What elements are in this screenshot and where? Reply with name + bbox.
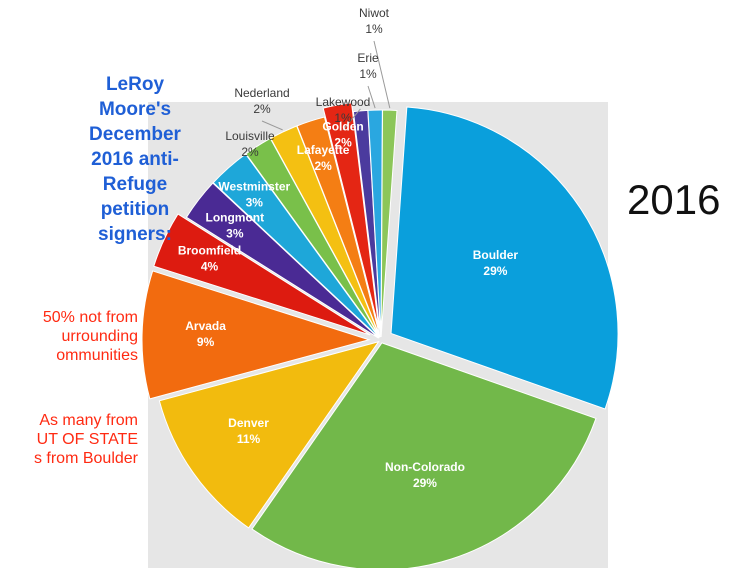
slice-label-golden: Golden [322, 119, 363, 133]
pie-slice-denver [158, 340, 380, 529]
slice-label-louisville: Louisville [225, 129, 275, 143]
leader-lines [261, 40, 391, 131]
slice-percent-arvada: 9% [197, 335, 215, 349]
slice-percent-non-colorado: 29% [413, 476, 437, 490]
pie-slices [141, 102, 619, 568]
slice-percent-erie: 1% [359, 67, 377, 81]
slice-label-broomfield: Broomfield [178, 243, 241, 257]
slice-percent-longmont: 3% [226, 226, 244, 240]
slice-label-lakewood: Lakewood [316, 95, 371, 109]
slice-percent-lakewood: 1% [334, 111, 352, 125]
pie-slice-broomfield [153, 213, 371, 336]
slice-label-arvada: Arvada [185, 319, 226, 333]
slice-label-nederland: Nederland [234, 86, 289, 100]
leader-line-lakewood [342, 108, 361, 131]
slice-percent-boulder: 29% [483, 264, 507, 278]
slice-percent-broomfield: 4% [201, 259, 219, 273]
pie-slice-arvada [141, 270, 371, 400]
pie-slice-golden [322, 102, 380, 329]
slice-percent-niwot: 1% [365, 22, 383, 36]
slice-label-denver: Denver [228, 416, 269, 430]
slice-percent-golden: 2% [334, 135, 352, 149]
pie-labels: Boulder 29% Non-Colorado 29% Denver 11% Arvada… [178, 6, 519, 490]
note-out-of-state: As many from UT OF STATE s from Boulder [33, 412, 138, 467]
slice-label-niwot: Niwot [359, 6, 390, 20]
slice-label-non-colorado: Non-Colorado [385, 460, 465, 474]
slice-label-erie: Erie [357, 51, 379, 65]
slice-percent-louisville: 2% [241, 145, 259, 159]
pie-slice-non-colorado [251, 342, 597, 568]
pie-slice-boulder [390, 106, 619, 410]
year-label: 2016 [627, 176, 721, 223]
side-title: LeRoy Moore's December 2016 anti- Refuge… [89, 74, 181, 245]
slice-label-lafayette: Lafayette [297, 143, 350, 157]
leader-line-erie [367, 85, 376, 109]
slice-percent-lafayette: 2% [314, 159, 332, 173]
slice-label-boulder: Boulder [473, 248, 519, 262]
slice-label-longmont: Longmont [205, 210, 264, 224]
pie-slice-longmont [185, 182, 379, 339]
leader-line-niwot [373, 40, 391, 109]
slice-percent-nederland: 2% [253, 102, 271, 116]
slice-label-westminster: Westminster [218, 180, 290, 194]
leader-line-nederland [261, 120, 283, 131]
note-not-from-surrounding: 50% not from urrounding ommunities [42, 309, 138, 364]
pie-slice-lafayette [296, 116, 381, 338]
pie-slice-niwot [380, 109, 398, 338]
slice-percent-denver: 11% [237, 432, 261, 446]
slice-percent-westminster: 3% [246, 196, 264, 210]
